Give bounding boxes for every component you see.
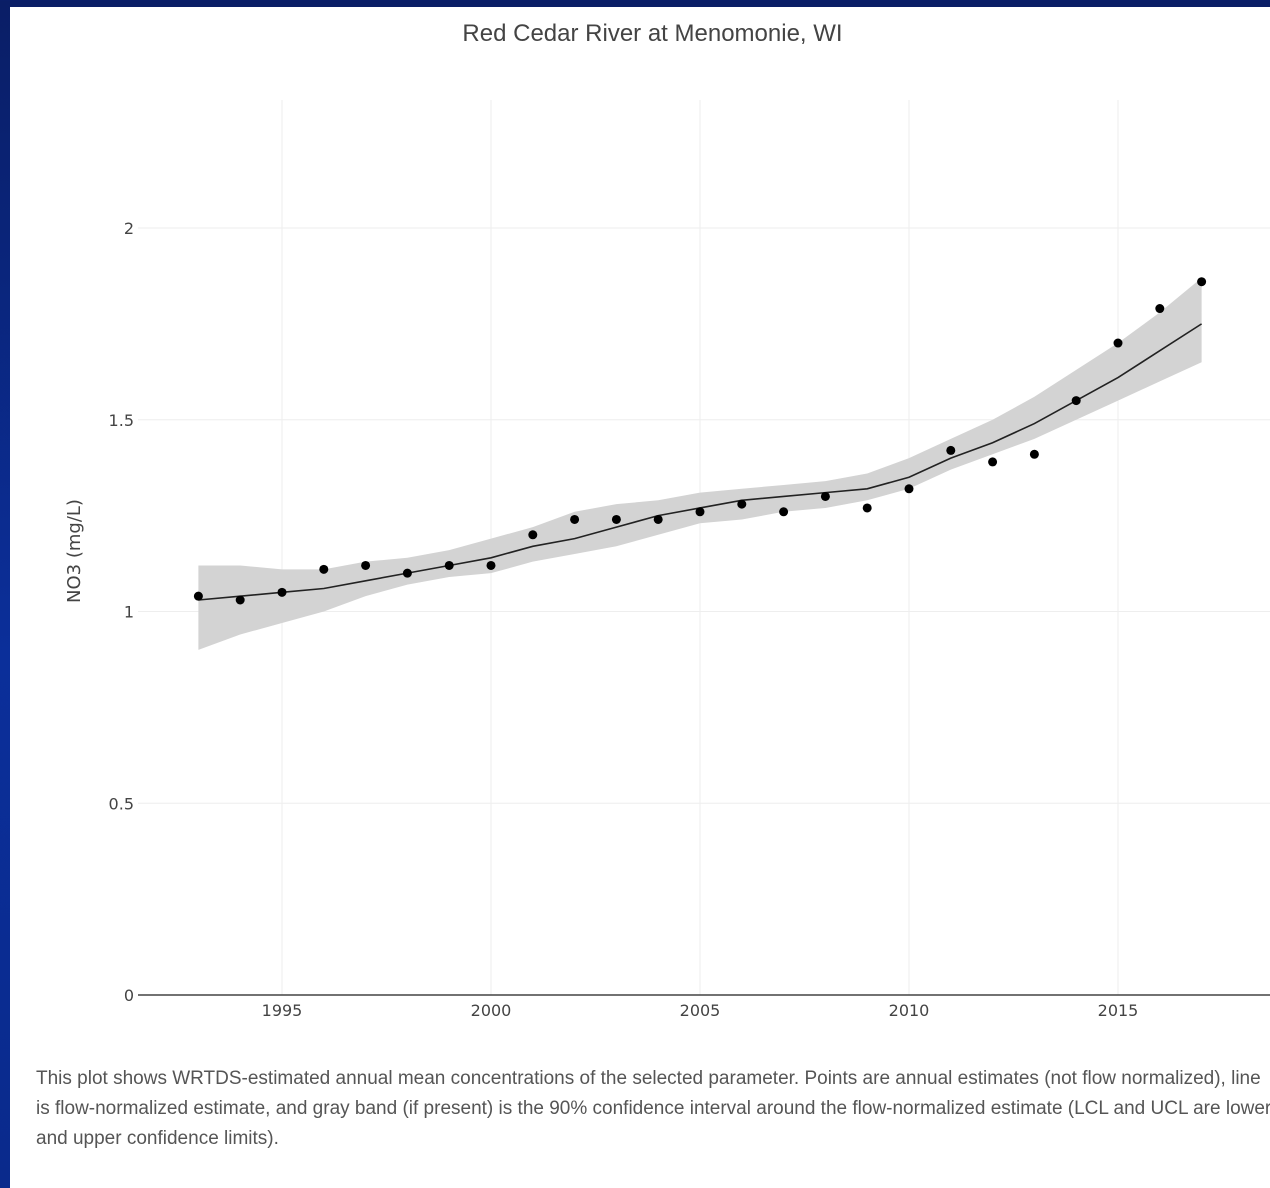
y-tick-label: 1.5 [109,411,134,430]
annual-estimate-point [1029,449,1039,459]
annual-estimate-point [193,591,203,601]
annual-estimate-point [235,595,245,605]
annual-estimate-point [528,530,538,540]
annual-estimate-point [695,507,705,517]
annual-estimate-point [988,457,998,467]
y-tick-label: 2 [124,219,134,238]
confidence-band-layer [198,277,1202,650]
y-tick-label: 0.5 [109,794,134,813]
x-tick-label: 1995 [262,1001,303,1020]
annual-estimate-point [779,507,789,517]
x-tick-label: 2000 [471,1001,512,1020]
annual-estimate-point [904,484,914,494]
annual-estimate-point [402,568,412,578]
confidence-band [198,277,1202,650]
chart-title: Red Cedar River at Menomonie, WI [462,20,843,47]
annual-estimate-point [277,587,287,597]
annual-estimate-point [862,503,872,513]
annual-estimate-point [319,564,329,574]
axes: 1995 2000 2005 2010 2015 0 0.5 1 1.5 2 [109,219,1270,1020]
annual-estimate-point [1197,277,1207,287]
chart-caption: This plot shows WRTDS-estimated annual m… [36,1068,1270,1149]
y-axis-title: NO3 (mg/L) [64,499,85,603]
x-tick-label: 2015 [1098,1001,1139,1020]
annual-estimate-point [820,491,830,501]
y-tick-label: 0 [124,986,134,1005]
annual-estimate-point [653,514,663,524]
annual-estimate-point [737,499,747,509]
x-tick-label: 2010 [889,1001,930,1020]
annual-estimate-point [946,445,956,455]
annual-estimate-point [570,514,580,524]
gridlines [138,100,1270,995]
y-tick-label: 1 [124,603,134,622]
annual-estimate-point [1113,338,1123,348]
annual-estimate-point [1071,396,1081,406]
x-tick-label: 2005 [680,1001,721,1020]
annual-estimate-point [611,514,621,524]
annual-estimate-point [1155,304,1165,314]
annual-estimate-point [361,560,371,570]
annual-estimate-point [486,560,496,570]
annual-points-layer [193,277,1207,605]
annual-estimate-point [444,560,454,570]
